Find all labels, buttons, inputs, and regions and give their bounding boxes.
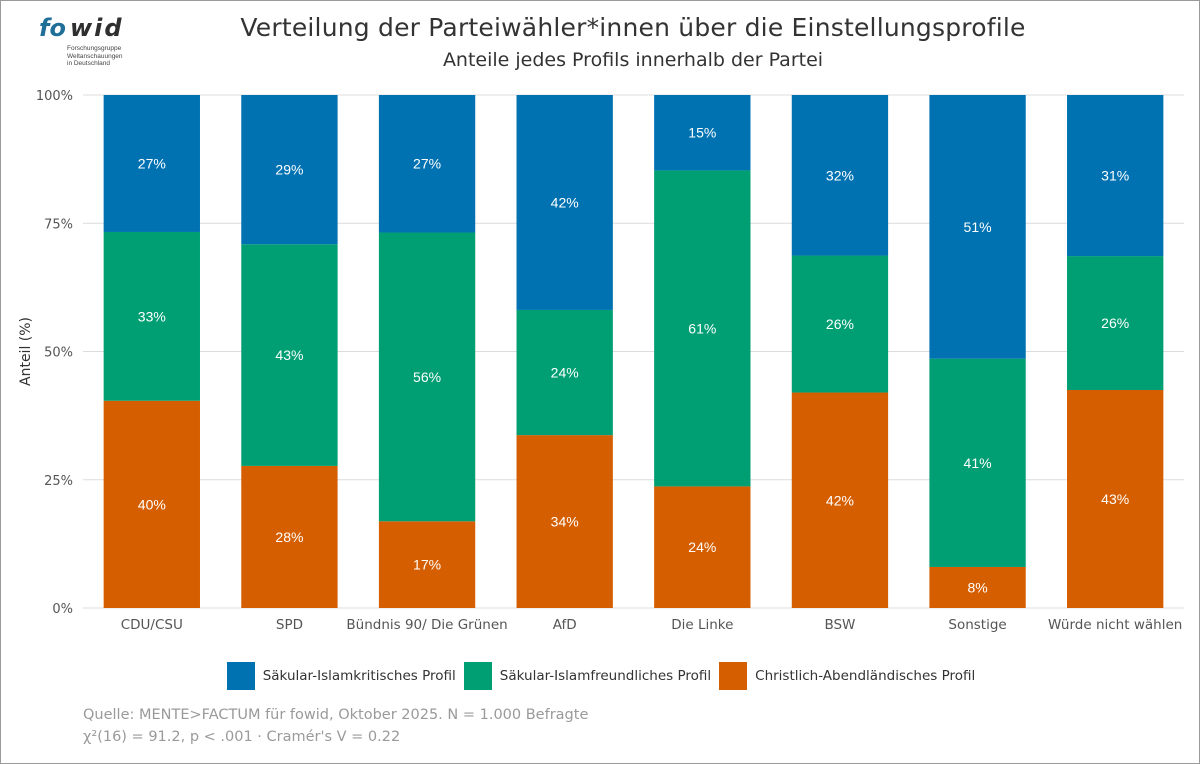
bar-segment	[791, 392, 889, 608]
bar-segment	[929, 566, 1026, 608]
bar-segment	[791, 95, 889, 256]
x-tick-label: Würde nicht wählen	[1048, 617, 1182, 633]
y-tick-label: 75%	[44, 217, 73, 232]
bar-segment	[103, 231, 200, 401]
data-label: 26%	[826, 316, 854, 332]
bar-segment	[378, 232, 476, 522]
source-caption: Quelle: MENTE>FACTUM für fowid, Oktober …	[83, 707, 589, 723]
bar-segment	[1067, 256, 1164, 390]
legend-label: Säkular-Islamfreundliches Profil	[499, 668, 712, 684]
data-label: 41%	[964, 455, 992, 471]
data-label: 40%	[138, 496, 166, 512]
chart-subtitle: Anteile jedes Profils innerhalb der Part…	[442, 49, 824, 71]
bar-segment	[654, 95, 751, 171]
y-axis-label: Anteil (%)	[18, 317, 34, 386]
data-label: 42%	[551, 194, 579, 210]
data-label: 33%	[138, 308, 166, 324]
data-label: 42%	[826, 492, 854, 508]
data-label: 43%	[1101, 491, 1129, 507]
legend-item: Säkular-Islamkritisches Profil	[226, 662, 456, 690]
bar-segment	[516, 95, 613, 310]
stacked-bar-chart: 0% 25% 50% 75% 100% Anteil (%) 40% 33% 27% CDU/CS…	[18, 89, 1184, 633]
data-label: 29%	[275, 162, 303, 178]
y-tick-label: 100%	[36, 89, 73, 104]
x-tick-label: Sonstige	[948, 617, 1006, 633]
data-label: 27%	[138, 155, 166, 171]
bar-segment	[516, 309, 613, 436]
legend-swatch	[719, 662, 748, 690]
x-tick-label: BSW	[824, 617, 855, 633]
chart-title: Verteilung der Parteiwähler*innen über d…	[240, 13, 1026, 42]
bar-segment	[791, 255, 889, 393]
fowid-logo: fo wid Forschungsgruppe Weltanschauungen …	[39, 14, 124, 67]
bar-segment	[929, 95, 1026, 359]
data-label: 24%	[688, 539, 716, 555]
logo-subtitle: Forschungsgruppe Weltanschauungen in Deu…	[67, 45, 123, 67]
y-tick-label: 0%	[52, 602, 73, 617]
bar-segment	[378, 521, 476, 608]
data-label: 51%	[964, 219, 992, 235]
data-label: 24%	[551, 365, 579, 381]
y-tick-label: 50%	[44, 346, 73, 361]
bar-segment	[654, 170, 751, 487]
stats-caption: χ²(16) = 91.2, p < .001 · Cramér's V = 0…	[83, 729, 401, 745]
legend-item: Christlich-Abendländisches Profil	[719, 662, 975, 690]
legend-item: Säkular-Islamfreundliches Profil	[463, 662, 712, 690]
bar-segment	[516, 435, 613, 608]
data-label: 34%	[551, 514, 579, 530]
x-tick-label: Die Linke	[671, 617, 733, 633]
data-label: 61%	[688, 320, 716, 336]
legend-label: Säkular-Islamkritisches Profil	[262, 668, 456, 684]
x-tick-label: AfD	[553, 617, 577, 633]
legend-swatch	[463, 662, 492, 690]
data-label: 26%	[1101, 315, 1129, 331]
bar-segment	[241, 95, 338, 245]
legend-swatch	[226, 662, 255, 690]
data-label: 32%	[826, 167, 854, 183]
x-tick-label: SPD	[276, 617, 303, 633]
legend-label: Christlich-Abendländisches Profil	[755, 668, 976, 684]
bar-segment	[103, 95, 200, 232]
bar-segment	[241, 244, 338, 466]
bar-segment	[241, 465, 338, 608]
bar-segment	[654, 486, 751, 608]
data-label: 17%	[413, 557, 441, 573]
y-tick-label: 25%	[44, 474, 73, 489]
data-label: 43%	[275, 347, 303, 363]
data-label: 31%	[1101, 168, 1129, 184]
bar-segment	[103, 400, 200, 608]
bar-segment	[1067, 95, 1164, 257]
data-label: 28%	[275, 529, 303, 545]
x-tick-label: Bündnis 90/ Die Grünen	[346, 617, 507, 633]
data-label: 15%	[688, 125, 716, 141]
data-label: 8%	[967, 579, 987, 595]
bar-segment	[1067, 389, 1164, 608]
chart-legend: Säkular-Islamkritisches Profil Säkular-Is…	[1, 662, 1199, 690]
data-label: 56%	[413, 369, 441, 385]
bar-segment	[378, 95, 476, 233]
bar-segment	[929, 358, 1026, 567]
x-tick-label: CDU/CSU	[121, 617, 183, 633]
data-label: 27%	[413, 156, 441, 172]
